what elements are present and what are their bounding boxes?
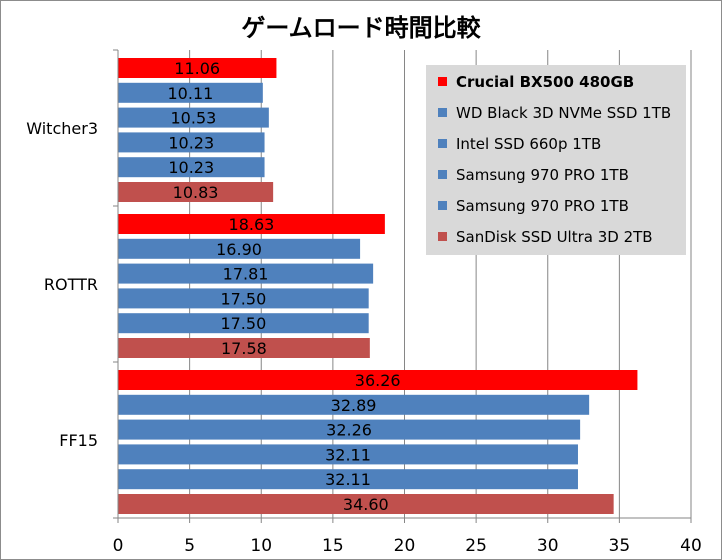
- legend-entry: Crucial BX500 480GB: [456, 73, 634, 91]
- bar: [118, 313, 369, 334]
- data-label: 17.81: [223, 265, 269, 284]
- x-tick-label: 0: [113, 536, 124, 556]
- data-label: 11.06: [174, 59, 220, 78]
- bar: [118, 338, 370, 358]
- legend-entry: Samsung 970 PRO 1TB: [456, 166, 629, 184]
- legend-box: [426, 65, 686, 255]
- legend-swatch: [438, 139, 447, 148]
- data-label: 10.53: [171, 109, 217, 128]
- bar: [118, 132, 265, 153]
- data-label: 10.23: [168, 133, 214, 152]
- x-tick-label: 15: [322, 536, 344, 556]
- x-tick-label: 40: [680, 536, 702, 556]
- x-tick-label: 20: [394, 536, 416, 556]
- bars: 11.06 10.11 10.53 10.23 10.23 10.83 18.63 16.90…: [118, 58, 638, 514]
- bar: [118, 238, 361, 259]
- category-label: ROTTR: [44, 275, 98, 294]
- axes: 0 5 10 15 20 25 30 35 40 Witcher3 ROTTR FF15: [26, 49, 702, 556]
- bar: [118, 370, 638, 390]
- x-tick-label: 10: [250, 536, 272, 556]
- legend-entry: Samsung 970 PRO 1TB: [456, 197, 629, 215]
- legend-swatch: [438, 232, 447, 241]
- legend-swatch: [438, 201, 447, 210]
- legend-swatch: [438, 77, 447, 86]
- x-tick-label: 30: [537, 536, 559, 556]
- category-label: FF15: [59, 431, 98, 450]
- data-label: 10.83: [173, 183, 219, 202]
- chart-title: ゲームロード時間比較: [241, 14, 481, 42]
- x-tick-label: 25: [465, 536, 487, 556]
- legend-entry: SanDisk SSD Ultra 3D 2TB: [456, 228, 653, 246]
- data-label: 32.26: [326, 421, 372, 440]
- bar: [118, 107, 269, 128]
- data-label: 34.60: [343, 495, 389, 514]
- bar: [118, 214, 385, 234]
- legend-entry: Intel SSD 660p 1TB: [456, 135, 601, 153]
- data-label: 18.63: [229, 215, 275, 234]
- bar: [118, 494, 614, 514]
- bar: [118, 469, 578, 490]
- legend-entry: WD Black 3D NVMe SSD 1TB: [456, 104, 671, 122]
- x-tick-label: 35: [609, 536, 631, 556]
- bar: [118, 82, 263, 103]
- category-label: Witcher3: [26, 119, 98, 138]
- bar: [118, 394, 590, 415]
- data-label: 32.11: [325, 445, 371, 464]
- data-label: 17.50: [220, 314, 266, 333]
- bar: [118, 444, 578, 465]
- bar: [118, 288, 369, 309]
- data-label: 17.58: [221, 339, 267, 358]
- legend-swatch: [438, 108, 447, 117]
- data-label: 16.90: [216, 240, 262, 259]
- data-label: 10.23: [168, 158, 214, 177]
- data-label: 17.50: [220, 289, 266, 308]
- bar: [118, 263, 374, 284]
- data-label: 10.11: [168, 84, 214, 103]
- data-label: 36.26: [355, 371, 401, 390]
- bar: [118, 419, 581, 440]
- legend: Crucial BX500 480GB WD Black 3D NVMe SSD …: [426, 65, 686, 255]
- bar: [118, 58, 277, 78]
- x-tick-label: 5: [184, 536, 195, 556]
- bar: [118, 182, 274, 202]
- data-label: 32.89: [331, 396, 377, 415]
- data-label: 32.11: [325, 470, 371, 489]
- legend-swatch: [438, 170, 447, 179]
- bar: [118, 157, 265, 178]
